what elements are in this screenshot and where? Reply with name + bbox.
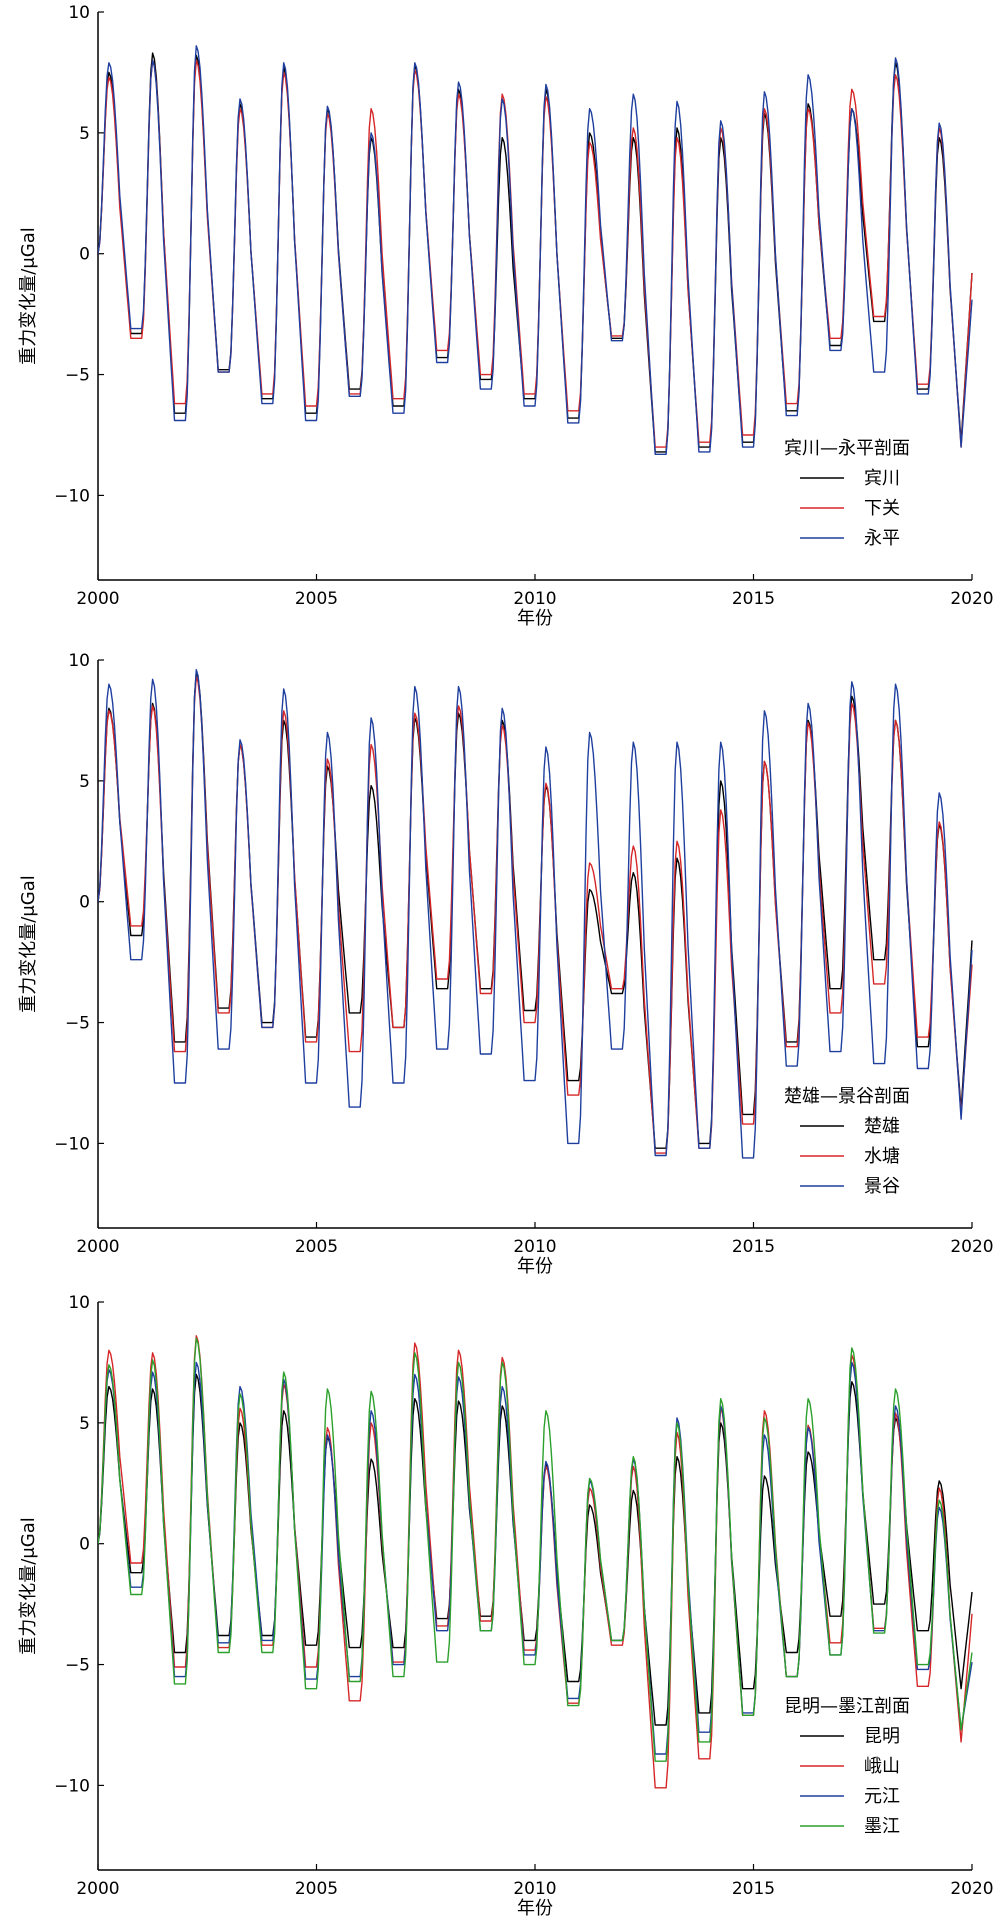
- y-tick-label: −10: [54, 1776, 90, 1796]
- y-tick-label: −10: [54, 486, 90, 506]
- legend-title: 昆明—墨江剖面: [784, 1696, 910, 1717]
- y-tick-label: −5: [65, 366, 90, 386]
- legend-label-3: 元江: [864, 1786, 900, 1807]
- x-tick-label: 2015: [732, 1879, 775, 1899]
- x-tick-label: 2020: [950, 589, 993, 609]
- x-tick-label: 2010: [513, 589, 556, 609]
- x-tick-label: 2010: [513, 1237, 556, 1257]
- y-tick-label: −10: [54, 1134, 90, 1154]
- legend-title: 宾川—永平剖面: [784, 438, 910, 459]
- x-tick-label: 2000: [76, 1237, 119, 1257]
- legend-label-4: 墨江: [864, 1816, 900, 1837]
- y-tick-label: 5: [79, 772, 90, 792]
- chart-panel-3: −10 −5 0 5 10 2000 2005 2010 2015 2020 年份 重力变化量/μGa…: [18, 1293, 994, 1919]
- chart-panel-1: −10 −5 0 5 10 2000 2005 2010 2015 2020 年份 重力变化量/μGa…: [18, 3, 994, 629]
- x-tick-label: 2005: [295, 589, 338, 609]
- x-tick-label: 2010: [513, 1879, 556, 1899]
- x-axis-title: 年份: [517, 1898, 553, 1919]
- series-line-1: [98, 1373, 973, 1726]
- series-line-4: [98, 1337, 973, 1762]
- series-line-3: [98, 45, 973, 455]
- x-tick-label: 2015: [732, 1237, 775, 1257]
- series-line-2: [98, 59, 973, 448]
- x-tick-label: 2005: [295, 1237, 338, 1257]
- y-tick-label: 5: [79, 124, 90, 144]
- legend-label-2: 峨山: [864, 1756, 900, 1777]
- x-tick-label: 2015: [732, 589, 775, 609]
- y-axis-title: 重力变化量/μGal: [18, 1517, 39, 1655]
- y-tick-label: 10: [68, 3, 90, 23]
- legend-label-2: 水塘: [864, 1146, 900, 1167]
- x-tick-label: 2000: [76, 1879, 119, 1899]
- y-tick-label: 0: [79, 1535, 90, 1555]
- series-line-2: [98, 1335, 973, 1789]
- series-line-3: [98, 669, 973, 1159]
- chart-panel-2: −10 −5 0 5 10 2000 2005 2010 2015 2020 年份 重力变化量/μGa…: [18, 651, 994, 1277]
- legend-label-1: 楚雄: [864, 1116, 900, 1137]
- legend-title: 楚雄—景谷剖面: [784, 1086, 910, 1107]
- legend-label-3: 景谷: [864, 1176, 900, 1197]
- y-axis-title: 重力变化量/μGal: [18, 227, 39, 365]
- x-tick-label: 2020: [950, 1237, 993, 1257]
- x-tick-label: 2000: [76, 589, 119, 609]
- series-line-2: [98, 676, 973, 1154]
- y-tick-label: 0: [79, 893, 90, 913]
- legend-label-3: 永平: [864, 528, 900, 549]
- x-axis-title: 年份: [517, 1256, 553, 1277]
- x-axis-title: 年份: [517, 608, 553, 629]
- x-tick-label: 2005: [295, 1879, 338, 1899]
- y-tick-label: 5: [79, 1414, 90, 1434]
- legend-label-1: 昆明: [864, 1726, 900, 1747]
- legend-label-1: 宾川: [864, 468, 900, 489]
- y-tick-label: −5: [65, 1656, 90, 1676]
- y-axis-title: 重力变化量/μGal: [18, 875, 39, 1013]
- legend-label-2: 下关: [864, 498, 900, 519]
- x-tick-label: 2020: [950, 1879, 993, 1899]
- y-tick-label: −5: [65, 1014, 90, 1034]
- y-tick-label: 10: [68, 1293, 90, 1313]
- y-tick-label: 10: [68, 651, 90, 671]
- y-tick-label: 0: [79, 245, 90, 265]
